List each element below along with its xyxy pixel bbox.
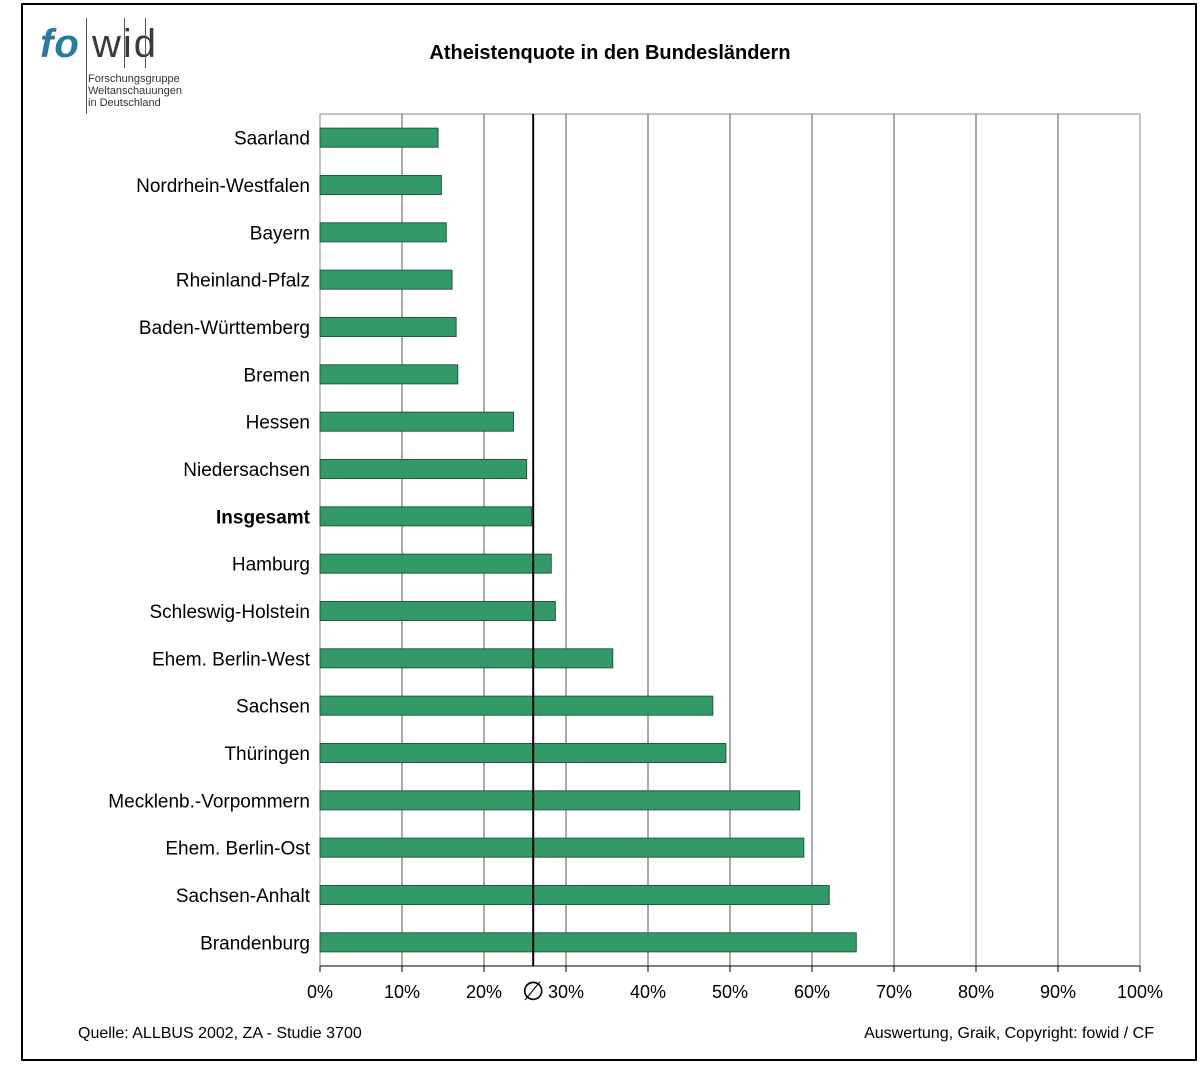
logo-divider <box>124 18 125 68</box>
bar <box>319 553 552 574</box>
fowid-logo: fo wid Forschungsgruppe Weltanschauungen… <box>40 18 210 118</box>
category-label: Insgesamt <box>216 507 311 528</box>
category-label: Brandenburg <box>200 933 310 954</box>
x-tick-label: 0% <box>307 982 333 1002</box>
x-tick-label: 20% <box>466 982 502 1002</box>
category-label: Niedersachsen <box>183 460 310 481</box>
x-tick-label: 80% <box>958 982 994 1002</box>
bar <box>319 127 439 148</box>
bar <box>319 364 459 385</box>
bar <box>319 648 614 669</box>
bar <box>319 790 801 811</box>
category-label: Ehem. Berlin-West <box>152 649 311 670</box>
category-label: Ehem. Berlin-Ost <box>165 839 310 860</box>
bar <box>319 269 453 290</box>
chart-frame <box>21 3 1197 1061</box>
x-tick-label: 100% <box>1117 982 1163 1002</box>
bar <box>319 411 515 432</box>
chart-title: Atheistenquote in den Bundesländern <box>429 42 791 64</box>
x-tick-label: 70% <box>876 982 912 1002</box>
logo-subtitle-line: Forschungsgruppe <box>88 73 180 85</box>
category-label: Nordrhein-Westfalen <box>136 176 310 197</box>
logo-brand-left: fo <box>40 22 80 66</box>
bar <box>319 222 447 243</box>
category-label: Hamburg <box>232 555 310 576</box>
average-symbol: ∅ <box>522 977 545 1007</box>
category-label: Schleswig-Holstein <box>149 602 310 623</box>
x-tick-label: 50% <box>712 982 748 1002</box>
logo-divider <box>86 18 87 114</box>
category-label: Bremen <box>243 365 310 386</box>
logo-subtitle-line: in Deutschland <box>88 97 161 109</box>
bar <box>319 175 442 195</box>
bar <box>319 837 805 858</box>
logo-subtitle-line: Weltanschauungen <box>88 85 182 97</box>
category-label: Baden-Württemberg <box>139 318 310 339</box>
bar <box>319 695 714 716</box>
category-label: Sachsen-Anhalt <box>176 886 311 907</box>
bar <box>319 885 830 905</box>
category-label: Saarland <box>234 129 310 150</box>
bar <box>319 459 528 479</box>
category-label: Sachsen <box>236 697 310 718</box>
copyright-note: Auswertung, Graik, Copyright: fowid / CF <box>864 1025 1154 1042</box>
category-label: Hessen <box>246 413 310 434</box>
category-label: Thüringen <box>224 744 310 765</box>
x-tick-label: 10% <box>384 982 420 1002</box>
x-tick-label: 90% <box>1040 982 1076 1002</box>
logo-divider <box>145 18 146 68</box>
category-label: Bayern <box>250 223 310 244</box>
bar <box>319 317 457 337</box>
bar <box>319 743 727 763</box>
bar <box>319 506 533 527</box>
bar <box>319 932 857 953</box>
x-tick-label: 30% <box>548 982 584 1002</box>
x-tick-label: 60% <box>794 982 830 1002</box>
category-label: Mecklenb.-Vorpommern <box>108 791 310 812</box>
logo-subtitle: Forschungsgruppe Weltanschauungen in Deu… <box>88 73 182 109</box>
category-label: Rheinland-Pfalz <box>176 271 310 292</box>
bar <box>319 601 556 621</box>
source-note: Quelle: ALLBUS 2002, ZA - Studie 3700 <box>78 1025 362 1042</box>
x-tick-label: 40% <box>630 982 666 1002</box>
